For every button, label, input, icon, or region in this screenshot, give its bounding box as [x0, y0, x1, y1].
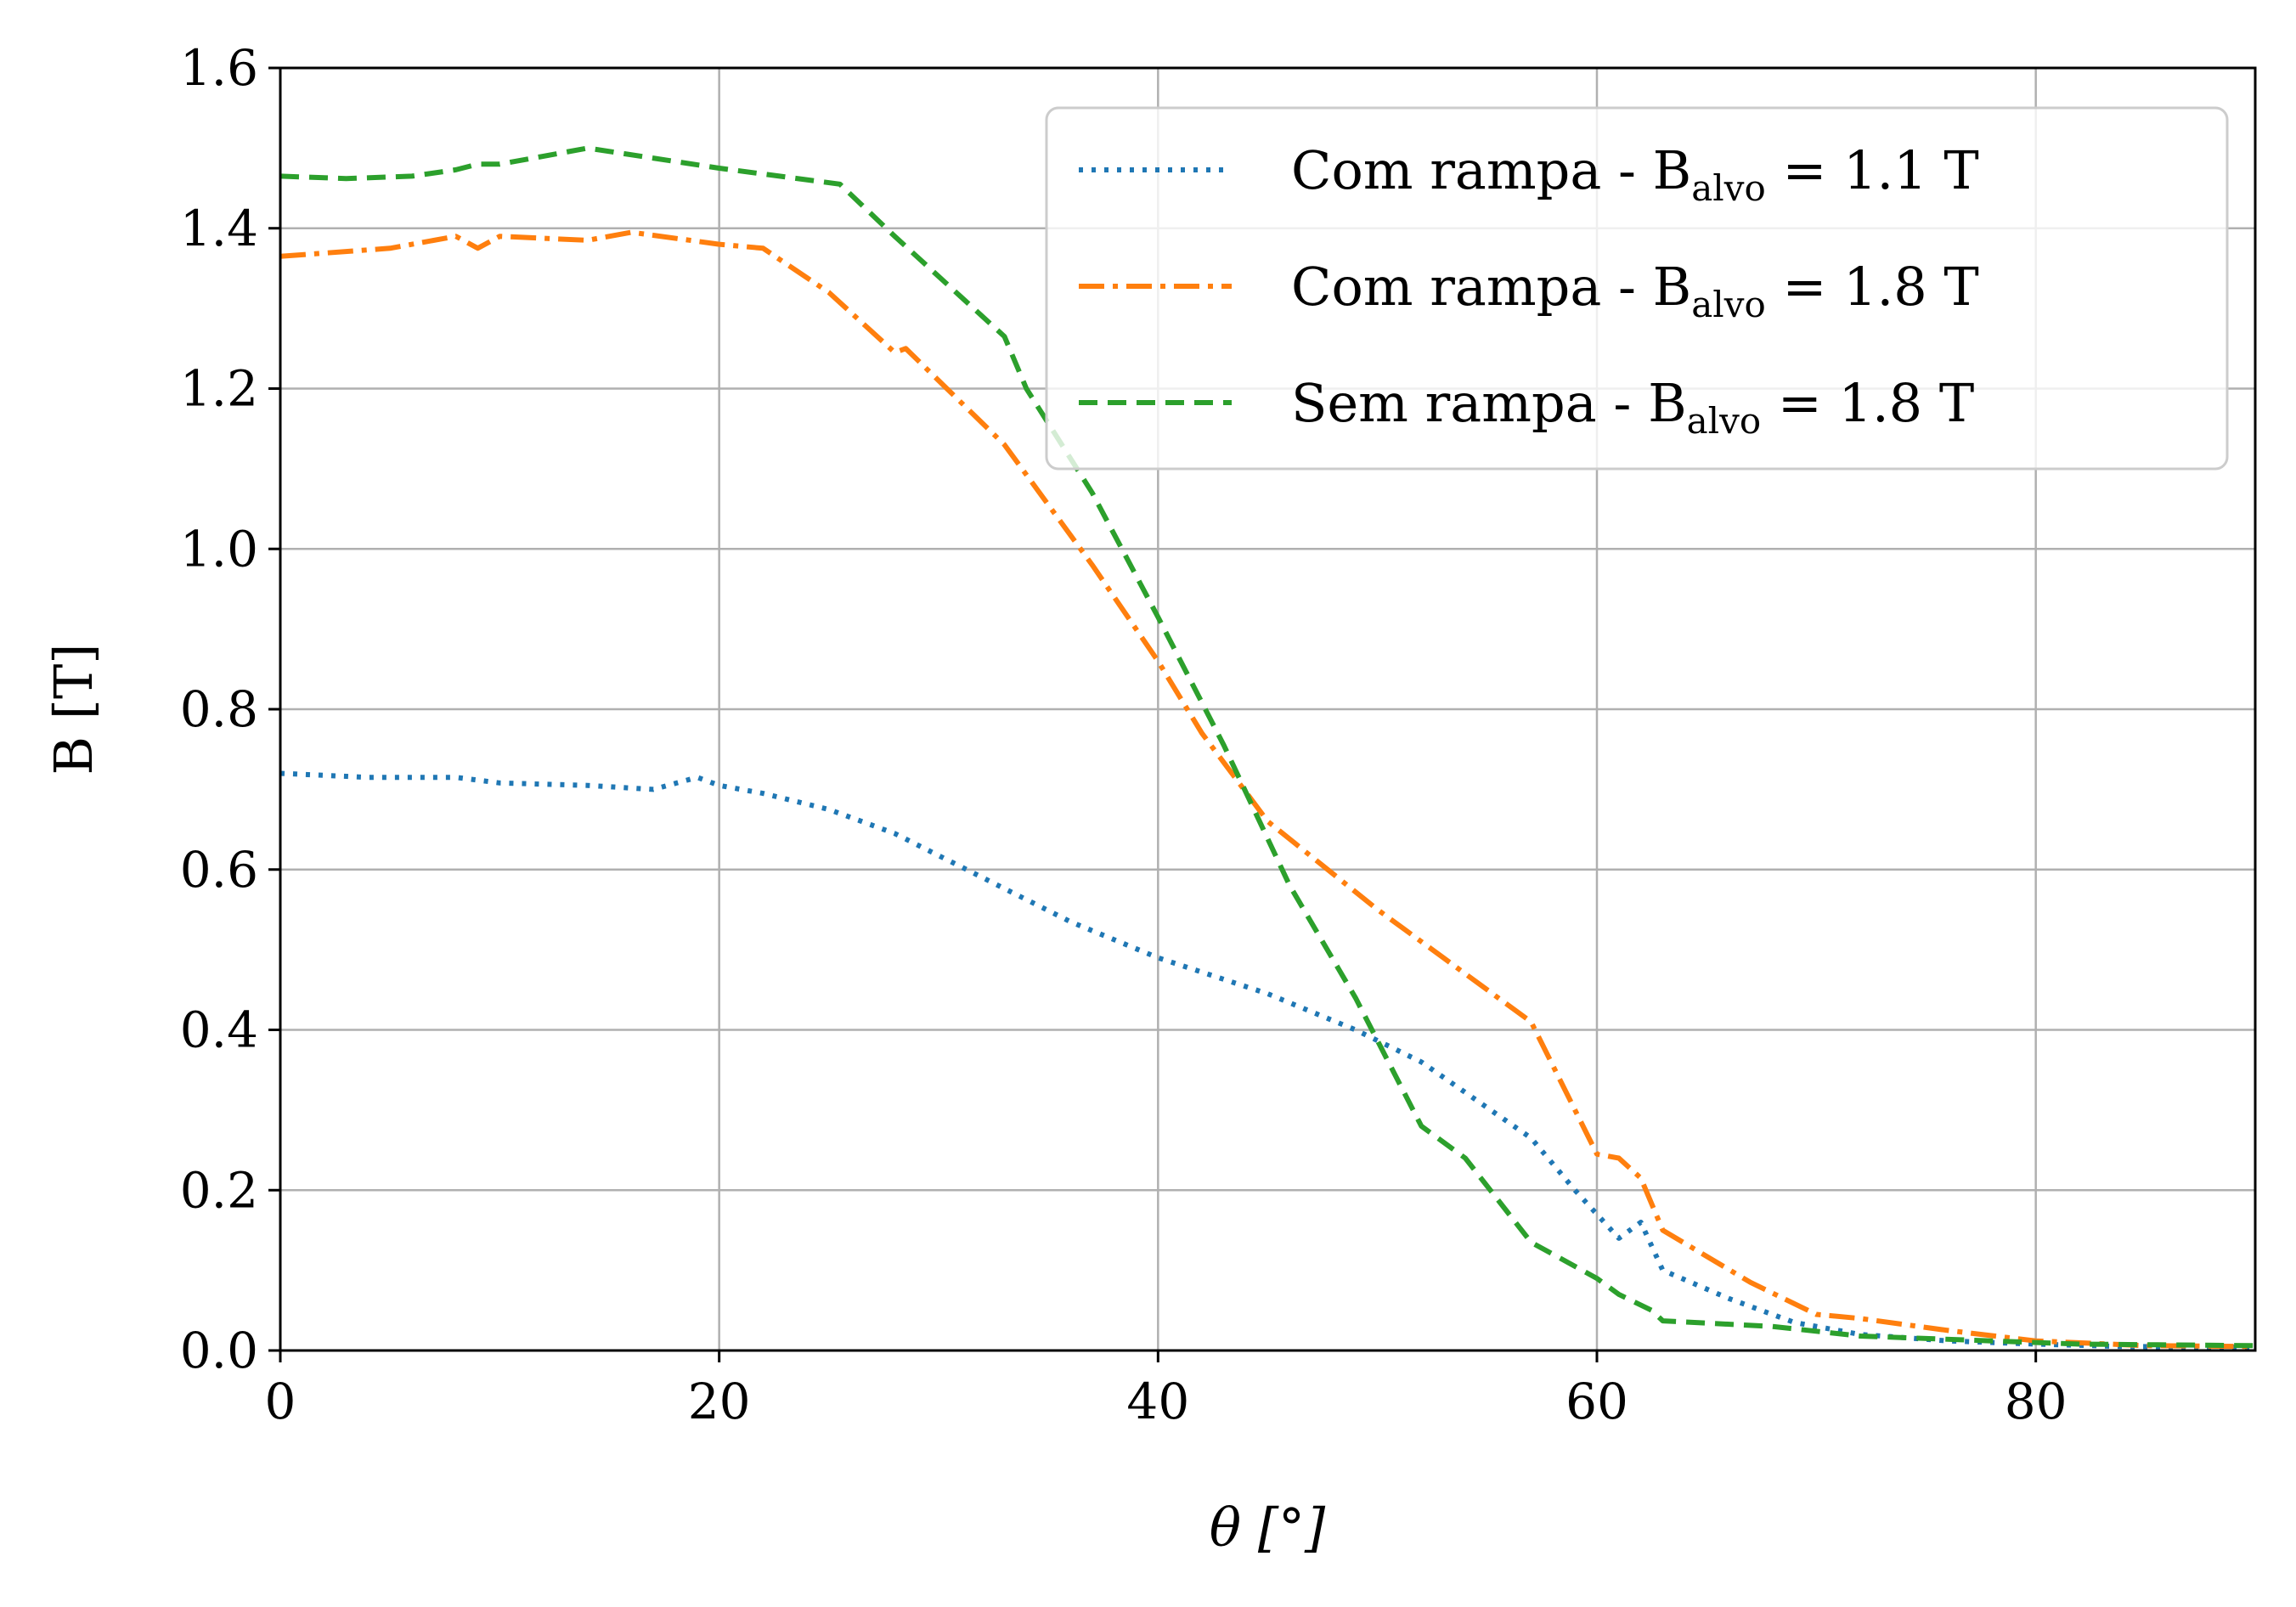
- y-tick-label: 1.0: [180, 520, 258, 578]
- y-axis-label: B [T]: [42, 644, 104, 775]
- legend-label-2: Com rampa - Balvo = 1.8 T: [1291, 256, 1979, 325]
- x-tick-label: 80: [2005, 1373, 2068, 1430]
- legend-label-main: Com rampa - B: [1291, 139, 1691, 201]
- legend-box: [1045, 106, 2229, 471]
- y-tick-label: 1.4: [180, 200, 258, 257]
- legend-label-subscript: alvo: [1691, 167, 1766, 209]
- x-tick-label: 0: [265, 1373, 296, 1430]
- y-tick-label: 0.4: [180, 1001, 258, 1059]
- y-tick-label: 1.2: [180, 360, 258, 418]
- series-layer: [280, 145, 2255, 1350]
- series-line-2: [280, 229, 2255, 1350]
- x-tick-label: 20: [688, 1373, 751, 1430]
- legend-label-suffix: = 1.8 T: [1766, 256, 1979, 318]
- y-tick-label: 0.6: [180, 841, 258, 899]
- ticks: 0 20 40 60 80 0.0 0.2 0.4 0.6 0.8 1.0 1.2 1.4 1.6: [180, 39, 2068, 1430]
- series-line-3: [280, 145, 2255, 1349]
- y-tick-label: 1.6: [180, 39, 258, 97]
- x-tick-label: 60: [1565, 1373, 1628, 1430]
- legend-label-1: Com rampa - Balvo = 1.1 T: [1291, 139, 1979, 209]
- legend-label-subscript: alvo: [1687, 400, 1762, 442]
- legend-label-suffix: = 1.1 T: [1766, 139, 1979, 201]
- legend-label-3: Sem rampa - Balvo = 1.8 T: [1291, 372, 1974, 442]
- series-line-1: [280, 770, 2255, 1350]
- y-tick-label: 0.8: [180, 680, 258, 738]
- legend-label-subscript: alvo: [1691, 284, 1766, 325]
- legend-label-main: Com rampa - B: [1291, 256, 1691, 318]
- legend-label-suffix: = 1.8 T: [1761, 372, 1974, 434]
- x-tick-label: 40: [1126, 1373, 1189, 1430]
- y-tick-label: 0.0: [180, 1322, 258, 1379]
- legend-label-main: Sem rampa - B: [1291, 372, 1687, 434]
- y-tick-label: 0.2: [180, 1161, 258, 1219]
- x-axis-label: θ [°]: [1210, 1497, 1326, 1559]
